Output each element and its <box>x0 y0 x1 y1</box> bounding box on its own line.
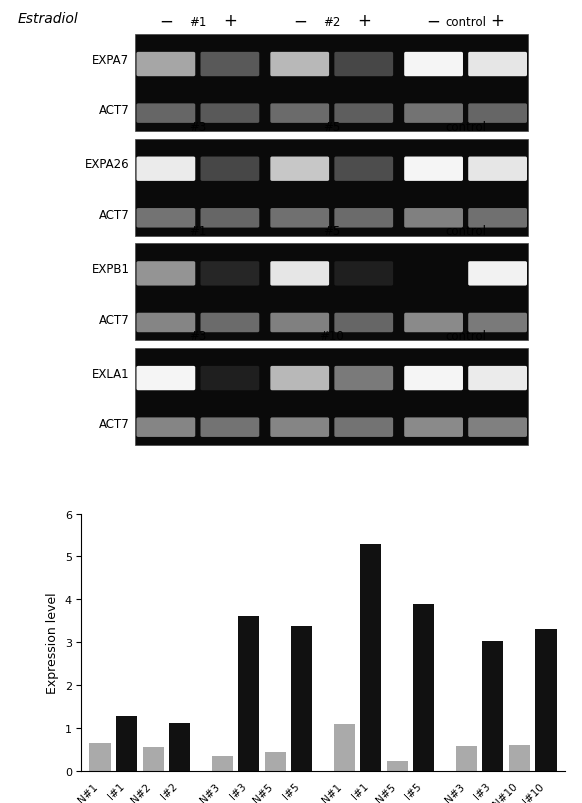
FancyBboxPatch shape <box>404 157 463 181</box>
Bar <box>413 605 435 771</box>
FancyBboxPatch shape <box>136 157 196 181</box>
Bar <box>135 244 528 341</box>
FancyBboxPatch shape <box>270 157 329 181</box>
Bar <box>386 761 408 771</box>
Text: +: + <box>491 12 505 31</box>
Text: EXPA26: EXPA26 <box>85 158 129 171</box>
FancyBboxPatch shape <box>334 104 393 124</box>
FancyBboxPatch shape <box>136 53 196 77</box>
Text: control: control <box>445 16 486 29</box>
Bar <box>169 723 190 771</box>
FancyBboxPatch shape <box>270 366 329 391</box>
Text: #1: #1 <box>189 225 207 238</box>
FancyBboxPatch shape <box>468 418 527 438</box>
FancyBboxPatch shape <box>404 53 463 77</box>
FancyBboxPatch shape <box>136 418 196 438</box>
FancyBboxPatch shape <box>200 104 260 124</box>
Text: #1: #1 <box>189 16 207 29</box>
FancyBboxPatch shape <box>136 366 196 391</box>
Bar <box>291 626 313 771</box>
Bar <box>90 743 111 771</box>
Bar <box>265 752 286 771</box>
Bar <box>135 35 528 132</box>
Bar <box>143 748 164 771</box>
Text: control: control <box>445 120 486 133</box>
FancyBboxPatch shape <box>468 53 527 77</box>
FancyBboxPatch shape <box>334 53 393 77</box>
Text: −: − <box>293 12 307 31</box>
FancyBboxPatch shape <box>334 418 393 438</box>
FancyBboxPatch shape <box>334 313 393 332</box>
Bar <box>135 140 528 237</box>
Bar <box>333 724 355 771</box>
Text: Estradiol: Estradiol <box>17 12 78 26</box>
Bar <box>238 616 260 771</box>
FancyBboxPatch shape <box>136 104 196 124</box>
FancyBboxPatch shape <box>468 209 527 228</box>
Text: −: − <box>159 12 173 31</box>
FancyBboxPatch shape <box>200 418 260 438</box>
Text: #5: #5 <box>323 225 340 238</box>
FancyBboxPatch shape <box>468 313 527 332</box>
FancyBboxPatch shape <box>136 313 196 332</box>
Text: control: control <box>445 329 486 343</box>
Text: EXLA1: EXLA1 <box>92 367 129 381</box>
FancyBboxPatch shape <box>468 157 527 181</box>
Bar <box>135 349 528 446</box>
FancyBboxPatch shape <box>200 53 260 77</box>
FancyBboxPatch shape <box>270 53 329 77</box>
FancyBboxPatch shape <box>200 157 260 181</box>
Text: #2: #2 <box>323 16 340 29</box>
Text: ACT7: ACT7 <box>99 209 129 222</box>
Text: EXPB1: EXPB1 <box>91 263 129 275</box>
FancyBboxPatch shape <box>334 262 393 286</box>
Bar <box>456 746 477 771</box>
FancyBboxPatch shape <box>404 313 463 332</box>
Text: +: + <box>357 12 371 31</box>
FancyBboxPatch shape <box>270 209 329 228</box>
Bar <box>535 630 556 771</box>
Bar <box>211 756 233 771</box>
Text: ACT7: ACT7 <box>99 313 129 326</box>
Text: control: control <box>445 225 486 238</box>
FancyBboxPatch shape <box>334 366 393 391</box>
FancyBboxPatch shape <box>404 366 463 391</box>
FancyBboxPatch shape <box>200 366 260 391</box>
Bar <box>509 745 530 771</box>
FancyBboxPatch shape <box>136 262 196 286</box>
FancyBboxPatch shape <box>334 209 393 228</box>
FancyBboxPatch shape <box>404 418 463 438</box>
Text: EXPA7: EXPA7 <box>93 54 129 67</box>
FancyBboxPatch shape <box>404 104 463 124</box>
FancyBboxPatch shape <box>468 104 527 124</box>
Text: +: + <box>223 12 237 31</box>
FancyBboxPatch shape <box>270 313 329 332</box>
Text: −: − <box>427 12 441 31</box>
FancyBboxPatch shape <box>334 157 393 181</box>
FancyBboxPatch shape <box>404 209 463 228</box>
Bar <box>116 716 137 771</box>
Text: #5: #5 <box>323 120 340 133</box>
Bar <box>360 544 381 771</box>
Text: #3: #3 <box>189 120 207 133</box>
Text: #10: #10 <box>320 329 344 343</box>
Text: ACT7: ACT7 <box>99 104 129 117</box>
FancyBboxPatch shape <box>200 209 260 228</box>
Text: #3: #3 <box>189 329 207 343</box>
Bar <box>482 642 503 771</box>
FancyBboxPatch shape <box>136 209 196 228</box>
Y-axis label: Expression level: Expression level <box>46 592 59 693</box>
FancyBboxPatch shape <box>270 262 329 286</box>
FancyBboxPatch shape <box>468 262 527 286</box>
FancyBboxPatch shape <box>200 313 260 332</box>
FancyBboxPatch shape <box>270 418 329 438</box>
FancyBboxPatch shape <box>270 104 329 124</box>
FancyBboxPatch shape <box>200 262 260 286</box>
Text: ACT7: ACT7 <box>99 418 129 430</box>
FancyBboxPatch shape <box>468 366 527 391</box>
